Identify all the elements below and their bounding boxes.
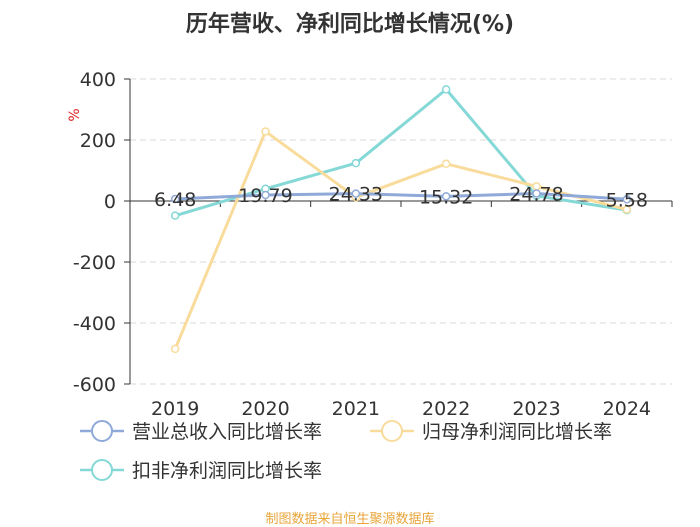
x-tick-label: 2022: [422, 398, 470, 420]
legend-swatch-marker: [91, 420, 113, 442]
data-point: [622, 195, 632, 204]
data-point: [261, 190, 270, 200]
grid-lines: [130, 78, 672, 385]
legend-label: 扣非净利润同比增长率: [132, 460, 322, 482]
data-label: 19.79: [238, 185, 292, 207]
series-line: [173, 129, 628, 350]
data-label: 6.48: [154, 189, 196, 211]
legend-swatch-marker: [381, 420, 403, 442]
y-tick-label: 0: [104, 191, 116, 213]
legend-item: 归母净利润同比增长率: [370, 420, 612, 443]
series-line: [174, 87, 628, 218]
axes: 400 200 0 -200 -400 -600 2019 2020 2021 2022 2023 2…: [67, 69, 673, 420]
y-tick-label: -400: [73, 313, 116, 335]
data-point: [441, 85, 451, 94]
y-tick-label: -600: [73, 374, 116, 396]
y-tick-label: 400: [80, 69, 116, 91]
x-tick-label: 2023: [512, 398, 560, 420]
series-lines: [170, 85, 632, 354]
data-point: [170, 194, 180, 204]
y-tick-label: -200: [73, 252, 116, 274]
data-label: 5.58: [606, 189, 648, 211]
y-tick-label: 200: [80, 130, 116, 152]
chart-source: 制图数据来自恒生聚源数据库: [265, 512, 435, 527]
data-point: [622, 205, 632, 214]
x-tick-label: 2021: [332, 398, 380, 420]
data-labels: 6.48 19.79 24.33 15.32 24.78 5.58: [154, 183, 648, 211]
data-label: 24.78: [509, 183, 563, 205]
data-label: 15.32: [419, 186, 473, 208]
x-tick-label: 2020: [241, 398, 289, 420]
data-point: [441, 192, 451, 201]
data-point: [170, 344, 180, 354]
chart-title: 历年营收、净利同比增长情况(%): [185, 12, 515, 37]
x-tick-label: 2019: [151, 398, 199, 420]
y-axis-label: %: [67, 108, 83, 121]
legend-item: 营业总收入同比增长率: [80, 420, 322, 443]
data-point: [351, 158, 361, 168]
legend-label: 归母净利润同比增长率: [422, 421, 612, 443]
legend-item: 扣非净利润同比增长率: [80, 459, 322, 482]
legend-label: 营业总收入同比增长率: [132, 421, 322, 443]
legend-swatch-marker: [91, 459, 113, 481]
data-point: [532, 189, 541, 198]
x-tick-label: 2024: [603, 398, 651, 420]
data-point: [170, 211, 180, 220]
series-line: [175, 191, 627, 201]
data-point: [261, 127, 270, 136]
data-label: 24.33: [329, 184, 383, 206]
data-point: [351, 189, 361, 198]
data-point: [441, 159, 451, 169]
